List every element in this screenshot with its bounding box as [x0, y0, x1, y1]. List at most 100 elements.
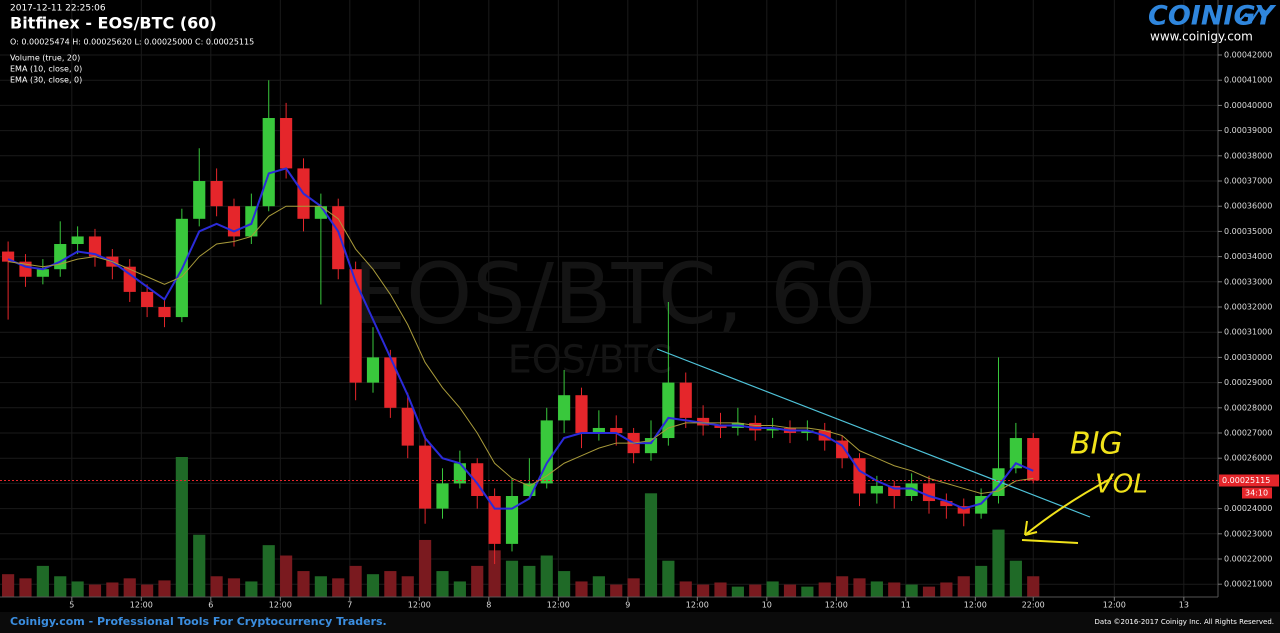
volume-bar	[662, 560, 675, 597]
y-tick-label: 0.00023000	[1224, 529, 1272, 538]
y-tick-label: 0.00028000	[1224, 403, 1272, 412]
volume-bar	[870, 581, 883, 597]
x-tick-label: 12:00	[547, 601, 570, 610]
x-tick-label: 22:00	[1022, 601, 1045, 610]
candle-body	[332, 206, 345, 270]
candle-body	[384, 357, 397, 408]
candle-body	[749, 422, 762, 431]
x-tick-label: 9	[625, 601, 630, 610]
y-tick-label: 0.00042000	[1224, 51, 1272, 60]
y-tick-label: 0.00027000	[1224, 429, 1272, 438]
x-tick-label: 12:00	[269, 601, 292, 610]
candle-body	[662, 382, 675, 439]
price-axis	[1218, 0, 1280, 612]
y-tick-label: 0.00035000	[1224, 227, 1272, 236]
volume-bar	[471, 565, 484, 597]
volume-bar	[262, 545, 275, 597]
countdown-label: 34:10	[1245, 489, 1268, 498]
candle-body	[1009, 438, 1022, 469]
volume-bar	[783, 584, 797, 597]
candle-body	[558, 395, 571, 421]
y-tick-label: 0.00029000	[1224, 378, 1272, 387]
candle-body	[141, 291, 154, 308]
x-tick-label: 8	[486, 601, 491, 610]
x-tick-label: 12:00	[964, 601, 987, 610]
volume-bar	[818, 582, 831, 597]
volume-bar	[384, 571, 397, 597]
volume-bar	[210, 576, 223, 597]
volume-bar	[1009, 560, 1022, 597]
x-tick-label: 5	[69, 601, 74, 610]
candle-body	[1027, 438, 1040, 481]
volume-bar	[227, 578, 241, 597]
candle-body	[766, 427, 779, 431]
volume-bar	[940, 582, 953, 597]
volume-bar	[488, 550, 501, 597]
volume-bar	[401, 576, 414, 597]
volume-bar	[801, 586, 814, 597]
y-tick-label: 0.00030000	[1224, 353, 1272, 362]
volume-bar	[575, 581, 588, 597]
x-tick-label: 12:00	[1103, 601, 1126, 610]
volume-bar	[836, 576, 849, 597]
trend-line	[656, 348, 1091, 518]
annotation: VOL	[1095, 470, 1148, 500]
volume-bar	[540, 555, 553, 597]
volume-bar	[2, 574, 15, 597]
volume-bar	[558, 571, 571, 597]
candle-body	[54, 244, 67, 270]
candle-body	[905, 483, 918, 497]
candle-body	[366, 357, 380, 383]
volume-bar	[697, 584, 710, 597]
volume-bar	[36, 565, 49, 597]
volume-bar	[714, 582, 727, 597]
ema-line	[7, 167, 1034, 510]
candle-body	[158, 307, 171, 318]
watermark-sub: EOS/BTC	[508, 338, 672, 382]
y-tick-label: 0.00024000	[1224, 504, 1272, 513]
candle-body	[401, 407, 414, 446]
ema-line	[8, 205, 1034, 494]
footer-link[interactable]: Coinigy.com - Professional Tools For Cry…	[10, 615, 387, 628]
volume-bar	[853, 578, 866, 597]
x-tick-label: 6	[208, 601, 213, 610]
candle-body	[349, 269, 362, 383]
candle-body	[436, 483, 449, 509]
volume-bar	[19, 578, 32, 597]
volume-bar	[193, 534, 206, 597]
logo[interactable]: COINIGY	[1148, 1, 1277, 32]
y-tick-label: 0.00033000	[1224, 277, 1272, 286]
candle-body	[870, 485, 883, 494]
volume-bar	[1027, 576, 1040, 597]
chart-title: Bitfinex - EOS/BTC (60)	[10, 14, 217, 33]
annotation-arrow	[1021, 477, 1113, 544]
volume-bar	[679, 581, 692, 597]
volume-bar	[314, 576, 327, 597]
x-tick-label: 11	[901, 601, 911, 610]
y-tick-label: 0.00039000	[1224, 126, 1272, 135]
y-tick-label: 0.00026000	[1224, 454, 1272, 463]
volume-bar	[123, 578, 136, 597]
volume-bar	[592, 576, 605, 597]
volume-bar	[957, 576, 970, 597]
volume-bar	[975, 565, 988, 597]
x-tick-label: 12:00	[825, 601, 848, 610]
candle-body	[505, 496, 519, 544]
footer	[0, 612, 1280, 633]
ema-lines	[7, 167, 1034, 510]
volume-bar	[436, 571, 449, 597]
candle-body	[2, 251, 15, 262]
indicator-label: Volume (true, 20)	[10, 54, 80, 63]
volume-bar	[731, 586, 744, 597]
candle-body	[193, 181, 206, 219]
candle-body	[610, 427, 623, 434]
volume-bar	[280, 555, 293, 597]
volume-bar	[505, 560, 519, 597]
candle-body	[419, 445, 432, 509]
x-tick-label: 10	[762, 601, 772, 610]
candle-body	[940, 501, 953, 507]
logo-url[interactable]: www.coinigy.com	[1150, 30, 1253, 44]
candle-body	[888, 485, 901, 497]
volume-bar	[749, 584, 762, 597]
